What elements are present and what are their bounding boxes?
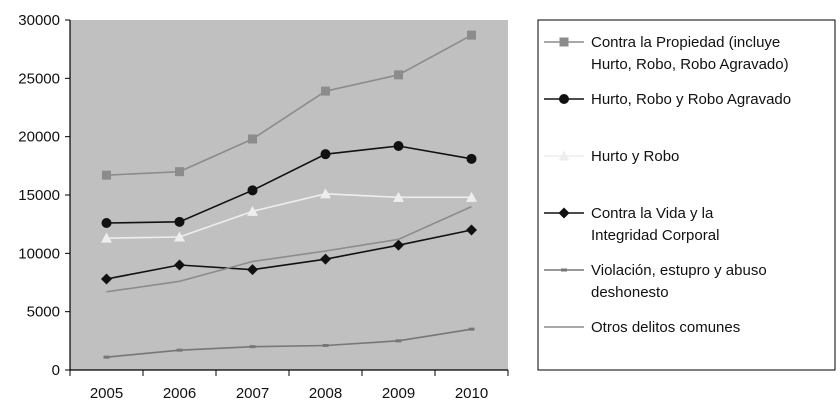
legend-item-3: Hurto y Robo: [544, 148, 679, 165]
marker-square: [175, 167, 184, 177]
y-tick-label: 20000: [18, 129, 60, 146]
series-6: [106, 205, 472, 293]
plot-area: [70, 20, 508, 370]
marker-diamond: [101, 273, 112, 285]
legend-label: Hurto, Robo y Robo Agravado: [591, 91, 791, 108]
marker-square: [321, 86, 330, 96]
legend-label: Hurto y Robo: [591, 148, 679, 165]
marker-diamond: [466, 224, 477, 236]
marker-diamond: [558, 207, 570, 219]
y-tick-label: 0: [52, 362, 60, 379]
series-line: [106, 328, 472, 358]
marker-diamond: [320, 253, 331, 265]
marker-dash: [395, 339, 402, 343]
x-tick-label: 2007: [236, 385, 269, 402]
series-4: [101, 224, 477, 285]
marker-circle: [393, 141, 404, 151]
legend-item-6: Otros delitos comunes: [544, 319, 740, 336]
marker-diamond: [174, 259, 185, 271]
legend-label: Integridad Corporal: [591, 227, 719, 244]
series-5: [103, 327, 475, 359]
series-line: [106, 229, 472, 280]
marker-circle: [101, 218, 112, 228]
series-1: [102, 30, 476, 180]
y-tick-label: 10000: [18, 245, 60, 262]
x-tick-label: 2008: [309, 385, 342, 402]
legend-item-1: Contra la Propiedad (incluye Hurto, Robo,…: [544, 34, 789, 73]
legend-item-5: Violación, estupro y abuso deshonesto: [544, 262, 767, 301]
legend-label: Contra la Vida y la: [591, 205, 714, 222]
legend-item-2: Hurto, Robo y Robo Agravado: [544, 91, 791, 108]
marker-dash: [322, 344, 329, 347]
marker-triangle: [320, 188, 331, 199]
marker-triangle: [101, 232, 112, 243]
y-tick-label: 5000: [27, 304, 60, 321]
series-2: [101, 141, 477, 228]
marker-circle: [174, 216, 185, 227]
y-tick-label: 15000: [18, 187, 60, 204]
marker-diamond: [393, 239, 404, 251]
marker-dash: [176, 348, 183, 352]
marker-circle: [247, 185, 258, 196]
marker-square: [467, 30, 476, 40]
marker-dash: [561, 268, 567, 272]
marker-triangle: [393, 191, 404, 202]
marker-diamond: [247, 264, 258, 276]
marker-triangle: [466, 191, 477, 202]
marker-circle: [320, 149, 331, 160]
marker-square: [102, 170, 111, 180]
y-tick-label: 25000: [18, 70, 60, 87]
marker-square: [394, 70, 403, 80]
x-tick-label: 2009: [382, 385, 415, 402]
x-tick-label: 2005: [90, 385, 123, 402]
series-line: [106, 34, 472, 176]
legend-label: Violación, estupro y abuso: [591, 262, 767, 279]
legend-label: Contra la Propiedad (incluye: [591, 34, 780, 51]
x-tick-label: 2006: [163, 385, 196, 402]
marker-square: [559, 37, 569, 47]
legend-label: Hurto, Robo, Robo Agravado): [591, 56, 789, 73]
legend-label: Otros delitos comunes: [591, 319, 740, 336]
marker-triangle: [247, 205, 258, 216]
series-3: [101, 188, 477, 243]
legend-item-4: Contra la Vida y la Integridad Corporal: [544, 205, 719, 244]
marker-dash: [103, 355, 110, 359]
x-tick-label: 2010: [455, 385, 488, 402]
series-line: [106, 193, 472, 239]
marker-circle: [466, 153, 477, 164]
marker-dash: [249, 345, 256, 349]
legend-label: deshonesto: [591, 284, 669, 301]
y-tick-label: 30000: [18, 12, 60, 29]
series-line: [106, 145, 472, 224]
series-line: [106, 205, 472, 293]
marker-circle: [559, 94, 569, 104]
marker-triangle: [174, 231, 185, 242]
marker-square: [248, 134, 257, 144]
marker-triangle: [558, 150, 570, 161]
marker-dash: [468, 327, 475, 331]
legend-box: [537, 19, 836, 371]
